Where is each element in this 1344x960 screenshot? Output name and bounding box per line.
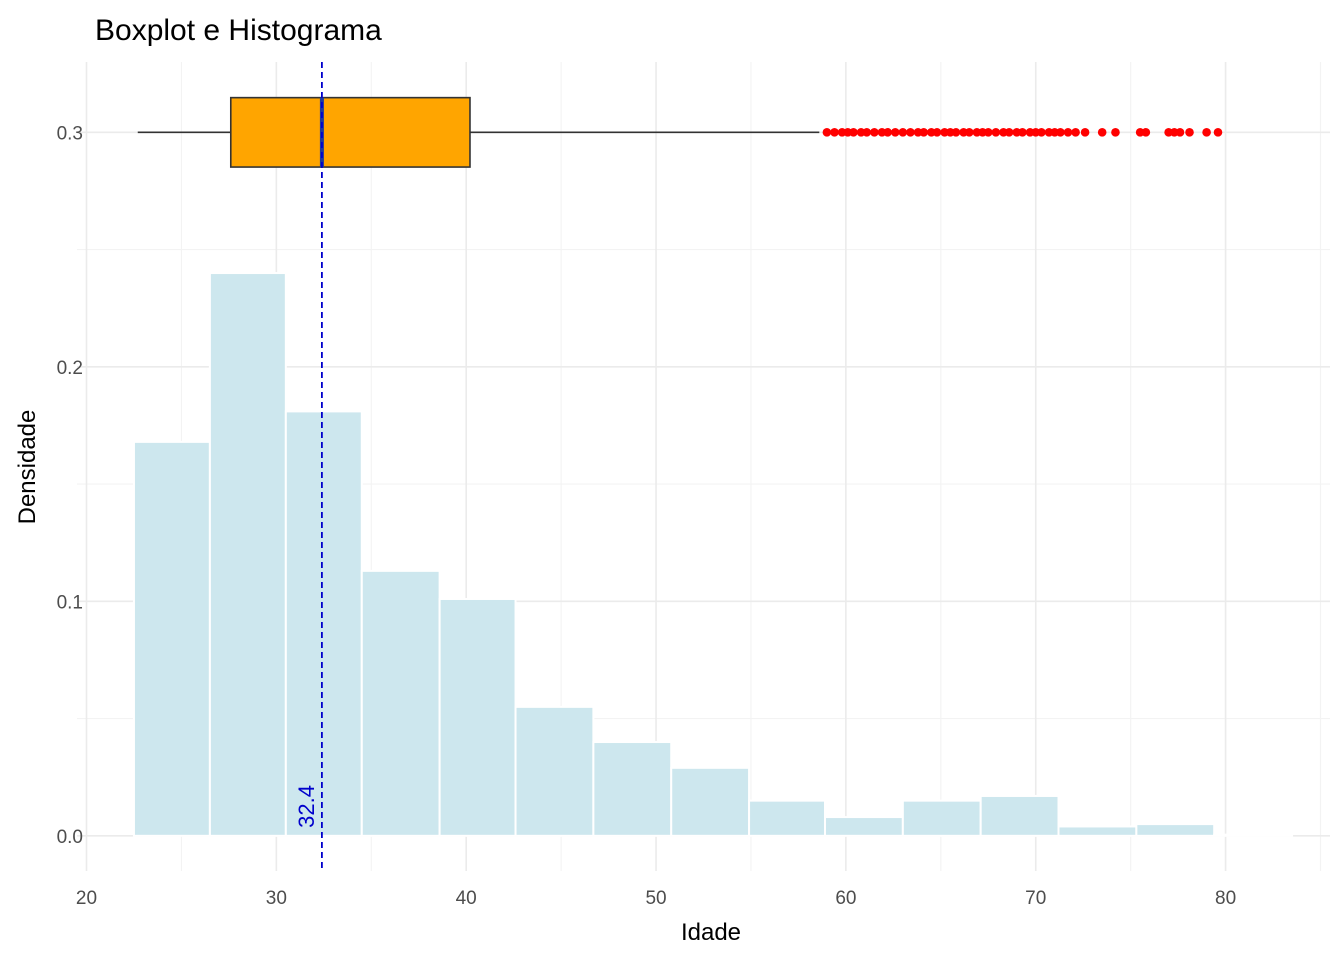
y-axis-tick-labels: 0.0 0.1 0.2 0.3: [57, 123, 83, 847]
box-iqr: [229, 96, 471, 168]
outlier-point: [932, 128, 942, 137]
x-axis-title: Idade: [681, 919, 741, 946]
x-tick-label: 30: [266, 888, 287, 909]
histogram-bar: [1213, 833, 1294, 837]
histogram-bar: [132, 440, 211, 837]
histogram-bar: [592, 741, 673, 837]
outlier-point: [870, 128, 879, 137]
histogram-bar: [438, 597, 517, 837]
outlier-point: [1063, 128, 1073, 137]
outlier-point: [898, 128, 908, 137]
outlier-point: [890, 128, 900, 137]
histogram-bars: [132, 272, 1294, 837]
histogram-bar: [979, 794, 1060, 837]
outlier-point: [1037, 128, 1046, 137]
x-tick-label: 50: [645, 888, 666, 909]
histogram-bar: [824, 816, 904, 837]
outlier-point: [1080, 128, 1090, 137]
y-tick-label: 0.2: [57, 358, 83, 379]
outlier-point: [1071, 128, 1080, 137]
outlier-point: [1097, 128, 1107, 137]
histogram-bar: [1057, 825, 1138, 837]
outlier-point: [1185, 128, 1194, 137]
outlier-point: [1175, 128, 1185, 137]
median-value-label: 32.4: [294, 785, 319, 828]
x-tick-label: 60: [835, 888, 856, 909]
y-tick-label: 0.1: [57, 592, 83, 613]
y-tick-label: 0.0: [57, 827, 83, 848]
x-tick-label: 20: [76, 888, 97, 909]
histogram-bar: [360, 569, 441, 837]
outlier-point: [964, 128, 974, 137]
outlier-point: [919, 128, 929, 137]
x-tick-label: 70: [1025, 888, 1046, 909]
minor-gridlines: [77, 62, 1330, 871]
outlier-point: [906, 128, 915, 137]
histogram-bar: [670, 766, 751, 837]
y-tick-label: 0.3: [57, 123, 83, 144]
outlier-point: [1141, 128, 1151, 137]
outlier-point: [1056, 128, 1065, 137]
histogram-bar: [748, 799, 827, 837]
histogram-bar: [514, 705, 595, 837]
outlier-point: [983, 128, 993, 137]
outlier-point: [1202, 128, 1211, 137]
histogram-bar: [901, 799, 982, 837]
y-axis-title: Densidade: [14, 410, 41, 525]
histogram-bar: [1135, 823, 1216, 837]
outlier-point: [1111, 128, 1120, 137]
x-axis-tick-labels: 20 30 40 50 60 70 80: [76, 888, 1236, 909]
outlier-point: [1213, 128, 1223, 137]
outlier-point: [1018, 128, 1027, 137]
outlier-point: [951, 128, 961, 137]
x-tick-label: 80: [1215, 888, 1236, 909]
outlier-point: [862, 128, 872, 137]
x-tick-label: 40: [456, 888, 477, 909]
outlier-point: [883, 128, 892, 137]
outlier-point: [1004, 128, 1014, 137]
histogram-bar: [208, 272, 287, 837]
chart-title: Boxplot e Histograma: [95, 14, 382, 47]
outlier-point: [822, 128, 832, 137]
outlier-points: [822, 128, 1223, 137]
outlier-point: [991, 128, 1001, 137]
histogram-bar: [284, 410, 363, 837]
outlier-point: [849, 128, 858, 137]
median-reference: 32.4: [294, 62, 323, 871]
boxplot: [137, 96, 820, 168]
outlier-point: [830, 128, 839, 137]
